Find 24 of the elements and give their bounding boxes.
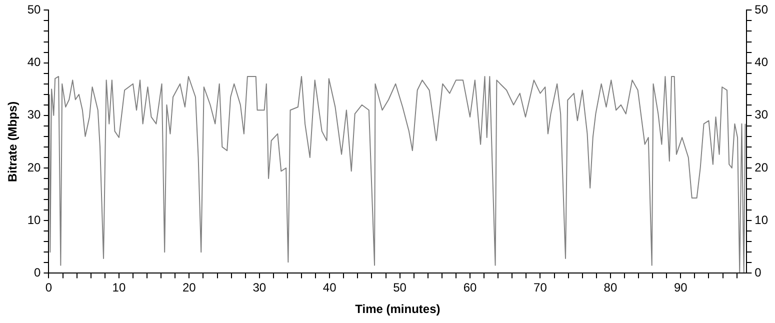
- y-tick-label: 20: [27, 160, 42, 174]
- y-axis-title: Bitrate (Mbps): [6, 101, 20, 182]
- x-tick-label: 20: [182, 280, 196, 295]
- x-tick-label: 10: [112, 280, 126, 295]
- x-tick-label: 40: [322, 280, 337, 295]
- y2-tick-label: 20: [754, 160, 768, 174]
- y-tick-label: 50: [27, 2, 42, 17]
- x-tick-label: 80: [604, 280, 618, 295]
- x-tick-label: 50: [393, 280, 407, 295]
- y-tick-label: 10: [27, 212, 42, 227]
- y2-tick-label: 30: [754, 108, 768, 122]
- x-tick-label: 90: [674, 280, 688, 295]
- x-tick-label: 70: [534, 280, 548, 295]
- y-tick-label: 40: [27, 55, 42, 70]
- y2-tick-label: 40: [754, 55, 768, 70]
- x-tick-label: 60: [463, 280, 478, 295]
- y-tick-label: 0: [34, 266, 42, 280]
- y2-tick-label: 10: [754, 212, 768, 227]
- y2-tick-label: 0: [754, 266, 762, 280]
- y-tick-label: 30: [27, 108, 42, 122]
- x-tick-label: 0: [45, 280, 52, 295]
- y2-tick-label: 50: [754, 2, 768, 17]
- x-tick-label: 30: [252, 280, 266, 295]
- x-axis-title: Time (minutes): [355, 302, 440, 316]
